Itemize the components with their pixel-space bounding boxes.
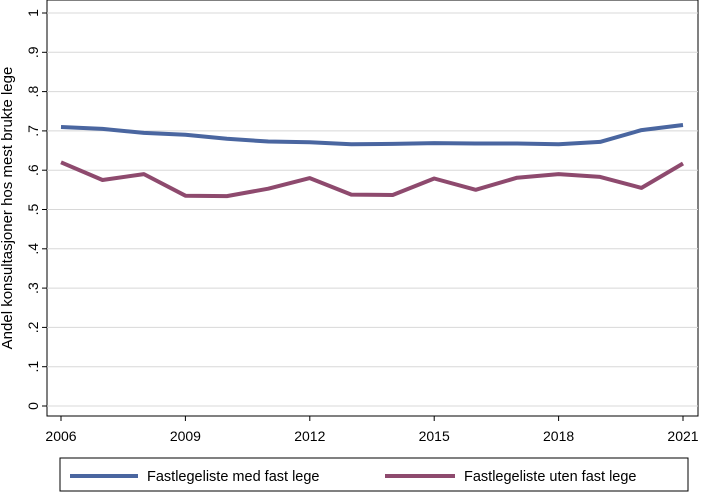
x-tick-label: 2006 — [45, 428, 76, 444]
y-axis: 0 .1 .2 .3 .4 .5 .6 .7 .8 .9 1 — [25, 9, 47, 410]
y-tick-label: .4 — [25, 243, 41, 255]
y-tick-label: 0 — [25, 402, 41, 410]
series-line-2 — [60, 160, 685, 199]
legend-label-2: Fastlegeliste uten fast lege — [464, 469, 637, 485]
y-axis-title: Andel konsultasjoner hos mest brukte leg… — [0, 67, 16, 350]
y-tick-label: .3 — [25, 282, 41, 294]
x-tick-label: 2012 — [294, 428, 325, 444]
x-tick-label: 2015 — [419, 428, 450, 444]
y-tick-label: .1 — [25, 361, 41, 373]
plot-area — [46, 0, 699, 417]
x-axis: 2006 2009 2012 2015 2018 2021 — [45, 416, 699, 444]
y-tick-label: .7 — [25, 125, 41, 137]
series-lines — [60, 123, 685, 199]
x-tick-label: 2009 — [170, 428, 201, 444]
y-tick-label: 1 — [25, 9, 41, 17]
legend-box — [59, 457, 689, 492]
y-tick-label: .5 — [25, 203, 41, 215]
y-tick-label: .2 — [25, 321, 41, 333]
y-tick-label: .8 — [25, 86, 41, 98]
x-tick-label: 2021 — [667, 428, 698, 444]
x-tick-label: 2018 — [543, 428, 574, 444]
legend: Fastlegeliste med fast lege Fastlegeliste… — [59, 457, 689, 492]
y-tick-label: .9 — [25, 46, 41, 58]
gridlines — [47, 12, 698, 407]
legend-label-1: Fastlegeliste med fast lege — [147, 469, 319, 485]
y-tick-label: .6 — [25, 164, 41, 176]
series-line-1 — [60, 123, 684, 147]
